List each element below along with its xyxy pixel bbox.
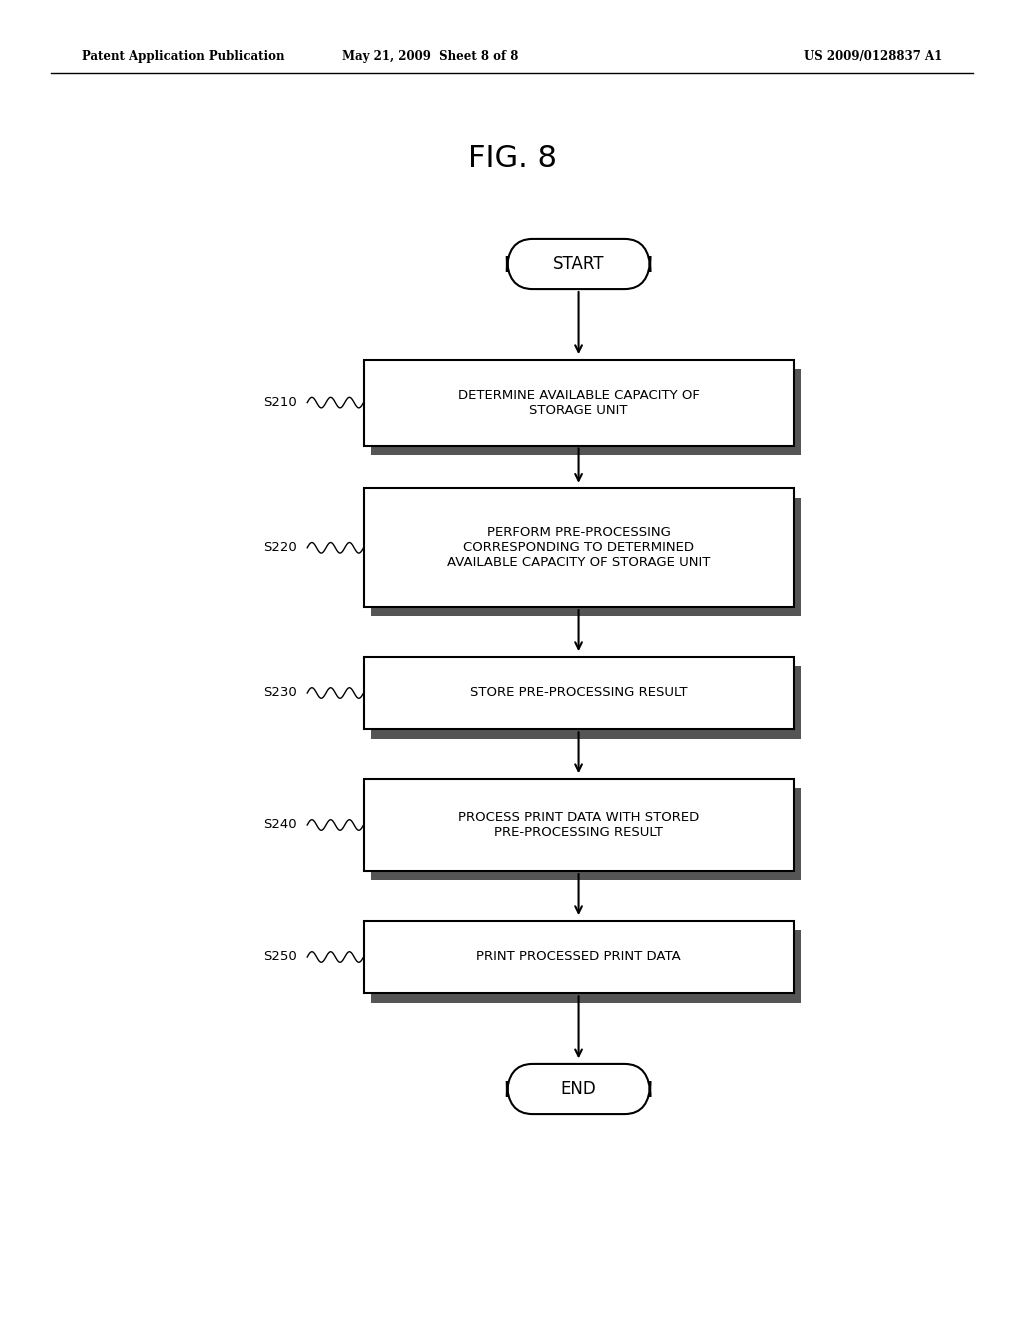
Text: May 21, 2009  Sheet 8 of 8: May 21, 2009 Sheet 8 of 8 [342, 50, 518, 63]
Text: S230: S230 [263, 686, 297, 700]
Text: S240: S240 [263, 818, 297, 832]
Text: DETERMINE AVAILABLE CAPACITY OF
STORAGE UNIT: DETERMINE AVAILABLE CAPACITY OF STORAGE … [458, 388, 699, 417]
FancyBboxPatch shape [371, 370, 801, 454]
Text: END: END [561, 1080, 596, 1098]
FancyBboxPatch shape [371, 788, 801, 880]
Text: S250: S250 [263, 950, 297, 964]
FancyBboxPatch shape [371, 667, 801, 739]
FancyBboxPatch shape [364, 488, 794, 607]
Text: PROCESS PRINT DATA WITH STORED
PRE-PROCESSING RESULT: PROCESS PRINT DATA WITH STORED PRE-PROCE… [458, 810, 699, 840]
FancyBboxPatch shape [507, 239, 650, 289]
FancyBboxPatch shape [371, 498, 801, 616]
Text: Patent Application Publication: Patent Application Publication [82, 50, 285, 63]
FancyBboxPatch shape [364, 921, 794, 993]
FancyBboxPatch shape [364, 779, 794, 871]
FancyBboxPatch shape [371, 929, 801, 1003]
Text: S210: S210 [263, 396, 297, 409]
FancyBboxPatch shape [364, 657, 794, 729]
FancyBboxPatch shape [507, 1064, 650, 1114]
Text: US 2009/0128837 A1: US 2009/0128837 A1 [804, 50, 942, 63]
Text: START: START [553, 255, 604, 273]
Text: FIG. 8: FIG. 8 [468, 144, 556, 173]
FancyBboxPatch shape [364, 359, 794, 446]
Text: S220: S220 [263, 541, 297, 554]
Text: PERFORM PRE-PROCESSING
CORRESPONDING TO DETERMINED
AVAILABLE CAPACITY OF STORAGE: PERFORM PRE-PROCESSING CORRESPONDING TO … [446, 527, 711, 569]
Text: STORE PRE-PROCESSING RESULT: STORE PRE-PROCESSING RESULT [470, 686, 687, 700]
Text: PRINT PROCESSED PRINT DATA: PRINT PROCESSED PRINT DATA [476, 950, 681, 964]
